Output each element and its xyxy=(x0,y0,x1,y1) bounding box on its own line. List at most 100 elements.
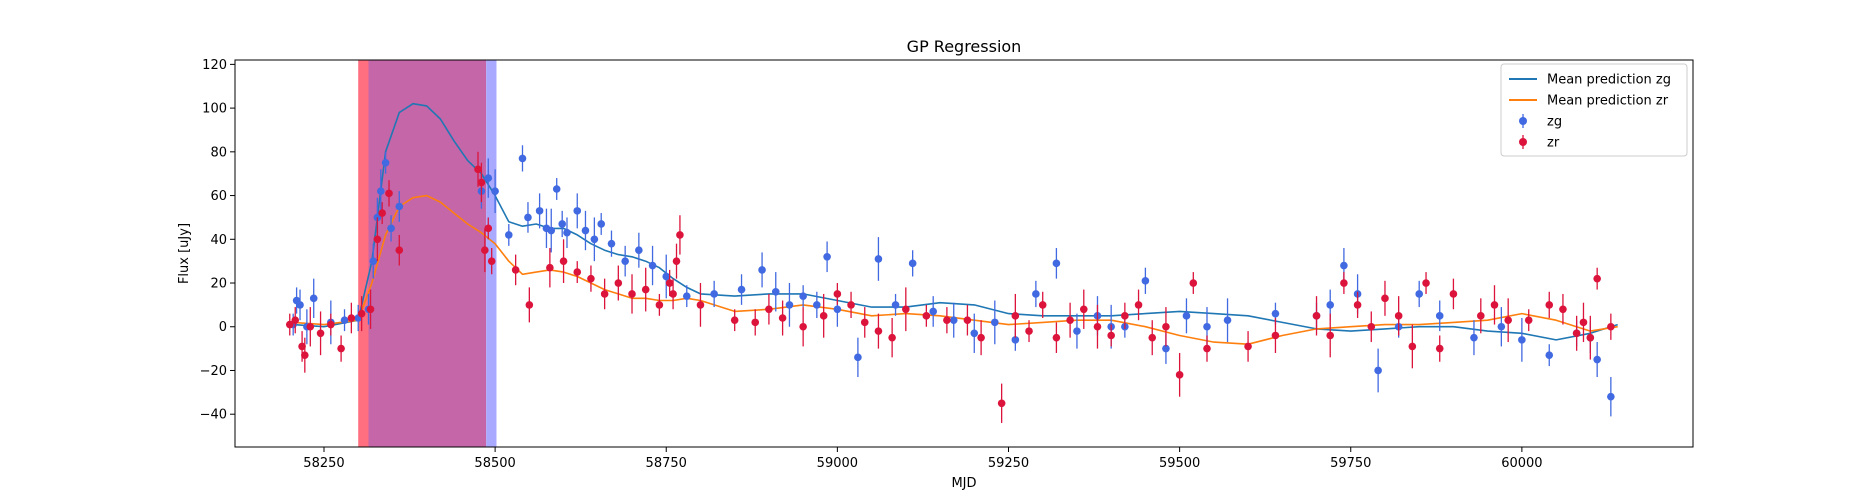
point-zr xyxy=(366,289,375,329)
legend-label: zr xyxy=(1547,136,1560,151)
point-zr xyxy=(833,283,842,305)
point-zr xyxy=(1559,293,1567,325)
point-zr xyxy=(484,217,493,240)
point-zr xyxy=(378,202,386,224)
point-zr xyxy=(546,248,554,288)
point-zg xyxy=(682,285,691,308)
point-zr xyxy=(587,265,595,292)
point-zr xyxy=(943,307,951,334)
point-zr xyxy=(481,228,489,273)
point-zr xyxy=(1394,296,1403,336)
point-zr xyxy=(1504,298,1512,343)
point-zg xyxy=(552,178,561,200)
point-zr xyxy=(337,335,345,362)
point-zr xyxy=(1579,302,1588,343)
point-zg xyxy=(813,291,821,318)
point-zg xyxy=(1593,342,1601,378)
point-zr xyxy=(1381,280,1389,316)
point-zr xyxy=(977,320,985,356)
point-zr xyxy=(1524,309,1533,332)
point-zr xyxy=(285,313,294,336)
y-tick-label: 100 xyxy=(202,102,227,117)
point-zg xyxy=(581,210,590,251)
point-zg xyxy=(991,300,999,345)
point-zr xyxy=(641,267,650,312)
point-zr xyxy=(1435,335,1444,362)
x-tick-label: 58750 xyxy=(646,456,687,471)
point-zr xyxy=(559,239,568,284)
point-zr xyxy=(1586,315,1595,360)
point-zr xyxy=(1326,313,1335,358)
point-zr xyxy=(665,269,674,297)
point-zr xyxy=(1353,291,1362,318)
legend-label: Mean prediction zr xyxy=(1547,94,1669,109)
point-zr xyxy=(1572,315,1581,351)
point-zr xyxy=(1011,293,1020,338)
point-zr xyxy=(696,283,705,327)
point-zr xyxy=(600,278,609,310)
point-zg xyxy=(597,213,606,235)
y-tick-label: 80 xyxy=(210,145,227,160)
legend-item: zg xyxy=(1519,114,1562,130)
point-zr xyxy=(1175,352,1184,397)
point-zg xyxy=(648,245,657,286)
point-zg xyxy=(771,272,780,312)
point-zg xyxy=(1518,318,1526,362)
point-zr xyxy=(291,307,300,334)
point-zg xyxy=(491,169,499,214)
point-zr xyxy=(357,296,366,332)
point-zr xyxy=(1025,320,1033,343)
legend-box xyxy=(1500,63,1688,157)
point-zg xyxy=(1182,298,1191,334)
point-zg xyxy=(547,208,556,253)
point-zr xyxy=(672,243,681,279)
point-zr xyxy=(1093,304,1102,349)
point-zr xyxy=(395,234,404,266)
point-zr xyxy=(751,309,760,336)
point-zg xyxy=(395,191,404,222)
point-zg xyxy=(607,230,616,257)
point-zg xyxy=(929,296,937,327)
point-zr xyxy=(1271,318,1280,353)
point-zg xyxy=(662,254,671,299)
point-zr xyxy=(1203,335,1211,362)
point-zr xyxy=(306,307,315,347)
point-zg xyxy=(381,151,390,174)
point-zr xyxy=(1189,272,1198,294)
point-zg xyxy=(1415,280,1423,308)
point-zr xyxy=(614,265,623,301)
legend-label: zg xyxy=(1547,115,1562,130)
point-zr xyxy=(573,261,582,284)
point-zr xyxy=(1244,331,1252,362)
x-tick-label: 58250 xyxy=(303,456,344,471)
chart-title: GP Regression xyxy=(907,37,1022,56)
point-zg xyxy=(799,285,807,308)
y-tick-label: −20 xyxy=(200,364,227,379)
point-zr xyxy=(1038,291,1047,318)
point-zr xyxy=(1449,278,1458,310)
point-zg xyxy=(635,232,643,268)
point-zr xyxy=(1593,267,1601,290)
point-zg xyxy=(1470,320,1478,356)
point-zg xyxy=(1545,344,1554,367)
point-zg xyxy=(823,241,831,273)
point-zr xyxy=(1545,291,1554,318)
point-zg xyxy=(1073,313,1081,349)
point-zr xyxy=(847,291,855,318)
point-zg xyxy=(710,280,718,308)
point-zg xyxy=(854,337,862,378)
x-tick-label: 59750 xyxy=(1330,456,1371,471)
point-zr xyxy=(888,318,896,358)
point-zr xyxy=(347,302,356,334)
point-zg xyxy=(758,252,766,288)
point-zg xyxy=(558,210,566,238)
x-tick-label: 59250 xyxy=(988,456,1029,471)
point-zg xyxy=(1032,280,1040,308)
point-zg xyxy=(908,250,917,277)
point-zr xyxy=(819,293,828,338)
point-zr xyxy=(765,293,773,325)
point-zr xyxy=(1477,298,1485,334)
legend-item: Mean prediction zr xyxy=(1509,94,1669,109)
point-zr xyxy=(1367,311,1376,343)
point-zr xyxy=(1312,296,1321,336)
